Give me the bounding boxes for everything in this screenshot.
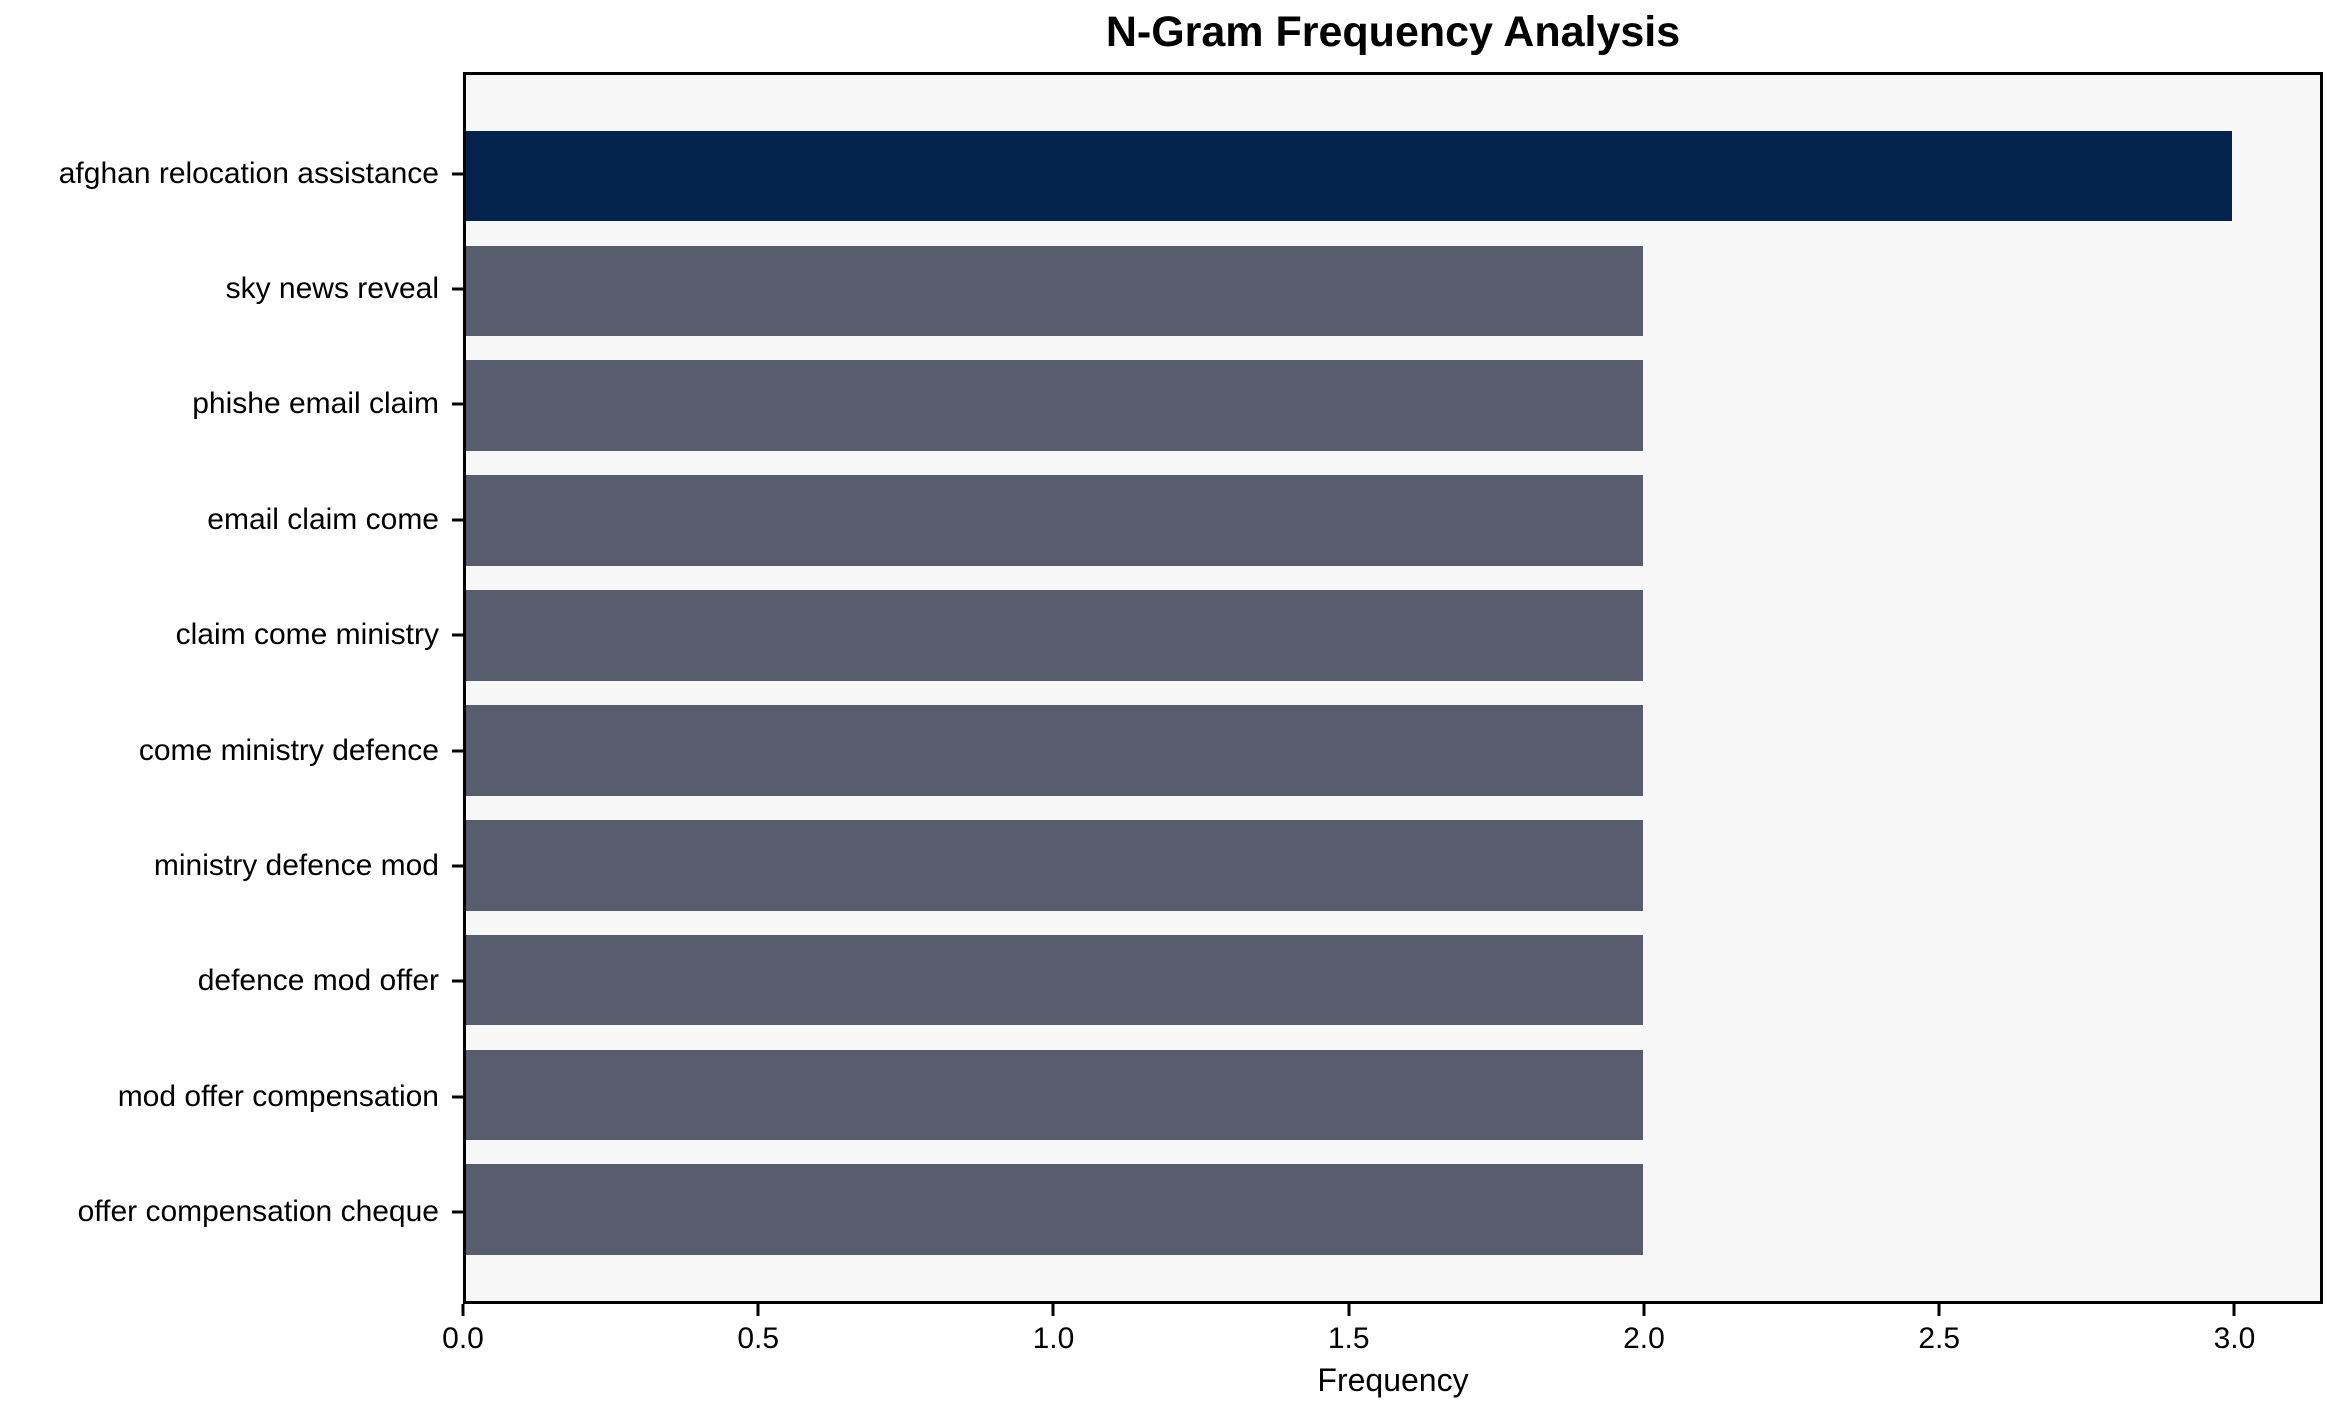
bar bbox=[466, 360, 1644, 452]
x-tick-label: 1.5 bbox=[1327, 1322, 1370, 1356]
y-axis: afghan relocation assistance sky news rev… bbox=[0, 72, 463, 1304]
x-tick bbox=[1347, 1304, 1351, 1317]
x-tick-label: 1.0 bbox=[1032, 1322, 1075, 1356]
x-tick-label: 2.0 bbox=[1623, 1322, 1665, 1356]
x-tick-label: 0.5 bbox=[737, 1322, 780, 1356]
y-tick-label: offer compensation cheque bbox=[77, 1195, 439, 1229]
plot-area bbox=[463, 71, 2324, 1305]
y-tick bbox=[452, 633, 463, 637]
y-tick bbox=[452, 979, 463, 983]
y-tick-label: sky news reveal bbox=[225, 271, 439, 305]
y-tick bbox=[452, 172, 463, 176]
bar bbox=[466, 130, 2232, 222]
y-tick-label: claim come ministry bbox=[175, 618, 439, 652]
y-tick-label: defence mod offer bbox=[197, 964, 439, 998]
x-tick bbox=[756, 1304, 760, 1317]
y-tick-label: phishe email claim bbox=[192, 387, 439, 421]
bar bbox=[466, 1049, 1644, 1141]
y-tick bbox=[452, 1095, 463, 1099]
x-tick bbox=[2232, 1304, 2236, 1317]
x-tick bbox=[1642, 1304, 1646, 1317]
bar bbox=[466, 475, 1644, 566]
y-tick-label: afghan relocation assistance bbox=[58, 156, 439, 190]
y-tick bbox=[452, 518, 463, 522]
x-axis-label: Frequency bbox=[1317, 1361, 1469, 1398]
x-tick bbox=[1937, 1304, 1941, 1317]
y-tick bbox=[452, 864, 463, 868]
x-tick-label: 0.0 bbox=[442, 1322, 484, 1356]
chart-title: N-Gram Frequency Analysis bbox=[1105, 8, 1681, 56]
bar bbox=[466, 245, 1644, 337]
y-tick-label: come ministry defence bbox=[138, 733, 439, 767]
y-tick-label: mod offer compensation bbox=[117, 1079, 439, 1113]
x-tick-label: 2.5 bbox=[1918, 1322, 1961, 1356]
bar bbox=[466, 819, 1644, 911]
bar bbox=[466, 934, 1644, 1026]
x-tick bbox=[1051, 1304, 1055, 1317]
bar bbox=[466, 1164, 1644, 1256]
y-tick-label: ministry defence mod bbox=[153, 849, 439, 883]
x-tick bbox=[461, 1304, 465, 1317]
bar bbox=[466, 590, 1644, 681]
y-tick bbox=[452, 749, 463, 753]
x-tick-label: 3.0 bbox=[2213, 1322, 2256, 1356]
y-tick-label: email claim come bbox=[207, 502, 439, 536]
x-axis: 0.0 0.5 1.0 1.5 2.0 2.5 3.0 bbox=[442, 1304, 2323, 1413]
y-tick bbox=[452, 1210, 463, 1214]
y-tick bbox=[452, 402, 463, 406]
bar bbox=[466, 704, 1644, 796]
y-tick bbox=[452, 287, 463, 291]
